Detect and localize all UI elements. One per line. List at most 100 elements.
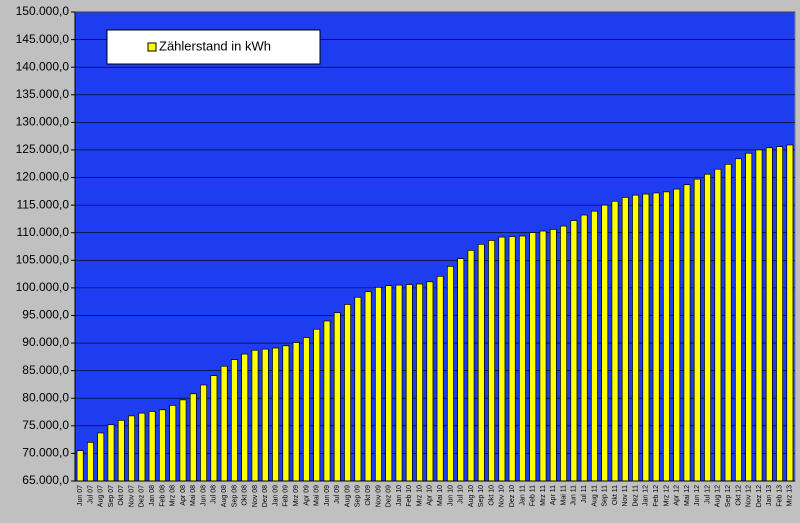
x-tick-label: Mai 12 bbox=[684, 485, 691, 506]
x-tick-label: Okt 08 bbox=[242, 485, 249, 506]
x-tick-label: Jun 10 bbox=[447, 485, 454, 506]
y-tick-label: 105.000,0 bbox=[16, 252, 70, 266]
x-tick-label: Mrz 10 bbox=[416, 485, 423, 507]
x-tick-label: Aug 11 bbox=[591, 485, 598, 507]
bar bbox=[426, 281, 434, 482]
bar bbox=[580, 214, 588, 482]
bar bbox=[200, 384, 208, 482]
bar bbox=[734, 158, 742, 482]
bar bbox=[673, 188, 681, 482]
bar bbox=[86, 442, 94, 482]
bar bbox=[261, 348, 269, 482]
bar bbox=[539, 230, 547, 482]
bar bbox=[642, 193, 650, 482]
x-tick-label: Aug 07 bbox=[98, 485, 105, 507]
x-tick-label: Apr 08 bbox=[180, 485, 187, 506]
bar bbox=[76, 450, 84, 482]
x-tick-label: Mrz 11 bbox=[540, 485, 547, 506]
x-tick-label: Sep 07 bbox=[108, 485, 115, 507]
x-tick-label: Apr 09 bbox=[303, 485, 310, 506]
x-tick-label: Jul 12 bbox=[704, 485, 711, 504]
bar bbox=[601, 204, 609, 482]
x-tick-label: Jan 09 bbox=[272, 485, 279, 506]
bar bbox=[128, 415, 136, 482]
bar bbox=[436, 275, 444, 482]
bar bbox=[518, 235, 526, 482]
bar bbox=[354, 296, 362, 482]
x-tick-label: Jul 08 bbox=[211, 485, 218, 504]
bar bbox=[385, 285, 393, 482]
x-tick-label: Mai 08 bbox=[190, 485, 197, 506]
y-tick-label: 125.000,0 bbox=[16, 142, 70, 156]
x-tick-label: Feb 10 bbox=[406, 485, 413, 507]
y-tick-label: 70.000,0 bbox=[22, 446, 69, 460]
bar bbox=[560, 225, 568, 482]
x-tick-label: Jun 12 bbox=[694, 485, 701, 506]
bar bbox=[117, 419, 125, 482]
x-tick-label: Okt 07 bbox=[118, 485, 125, 506]
x-tick-label: Aug 09 bbox=[344, 485, 351, 507]
bar bbox=[662, 191, 670, 482]
bar bbox=[714, 168, 722, 482]
bar bbox=[333, 312, 341, 482]
x-tick-label: Nov 12 bbox=[746, 485, 753, 507]
bar bbox=[364, 291, 372, 482]
bar bbox=[323, 320, 331, 482]
bar bbox=[611, 200, 619, 482]
x-tick-label: Okt 10 bbox=[488, 485, 495, 506]
bar bbox=[446, 266, 454, 482]
bar bbox=[220, 365, 228, 482]
y-tick-label: 95.000,0 bbox=[22, 308, 69, 322]
bar bbox=[621, 197, 629, 482]
bar bbox=[97, 432, 105, 482]
x-tick-label: Feb 08 bbox=[159, 485, 166, 507]
bar bbox=[724, 163, 732, 482]
bar bbox=[302, 337, 310, 482]
x-tick-label: Mrz 08 bbox=[170, 485, 177, 507]
y-tick-label: 130.000,0 bbox=[16, 115, 70, 129]
bar bbox=[138, 412, 146, 482]
y-tick-label: 115.000,0 bbox=[17, 197, 70, 211]
x-tick-label: Mrz 09 bbox=[293, 485, 300, 507]
x-tick-label: Jul 11 bbox=[581, 485, 588, 503]
x-tick-label: Feb 13 bbox=[776, 485, 783, 507]
x-tick-label: Aug 12 bbox=[715, 485, 722, 507]
bar bbox=[313, 328, 321, 482]
x-tick-label: Dez 12 bbox=[756, 485, 763, 507]
bar bbox=[755, 149, 763, 482]
x-tick-label: Dez 07 bbox=[139, 485, 146, 507]
bar bbox=[508, 236, 516, 482]
bar bbox=[344, 304, 352, 482]
bar bbox=[374, 286, 382, 482]
bar bbox=[148, 411, 156, 482]
x-tick-label: Mrz 13 bbox=[787, 485, 794, 507]
x-tick-label: Jan 08 bbox=[149, 485, 156, 506]
x-tick-label: Nov 11 bbox=[622, 485, 629, 507]
bar bbox=[498, 236, 506, 482]
x-tick-label: Nov 10 bbox=[499, 485, 506, 507]
bar bbox=[251, 349, 259, 482]
x-tick-label: Jan 10 bbox=[396, 485, 403, 506]
x-tick-label: Apr 12 bbox=[674, 485, 681, 506]
x-tick-label: Sep 10 bbox=[478, 485, 485, 507]
x-tick-label: Aug 10 bbox=[468, 485, 475, 507]
bar bbox=[704, 173, 712, 482]
y-tick-label: 135.000,0 bbox=[16, 87, 70, 101]
x-tick-label: Nov 07 bbox=[128, 485, 135, 507]
x-tick-label: Nov 08 bbox=[252, 485, 259, 507]
bar bbox=[395, 284, 403, 482]
x-tick-label: Sep 12 bbox=[725, 485, 732, 507]
x-tick-label: Sep 09 bbox=[355, 485, 362, 507]
x-tick-label: Jul 10 bbox=[458, 485, 465, 504]
x-tick-label: Okt 09 bbox=[365, 485, 372, 506]
y-tick-label: 90.000,0 bbox=[22, 335, 69, 349]
bar bbox=[549, 229, 557, 482]
x-tick-label: Jan 13 bbox=[766, 485, 773, 506]
bar bbox=[210, 375, 218, 482]
x-tick-label: Mai 09 bbox=[314, 485, 321, 506]
x-tick-label: Jul 09 bbox=[334, 485, 341, 504]
bar bbox=[765, 147, 773, 482]
legend-swatch bbox=[147, 42, 157, 52]
x-tick-label: Okt 12 bbox=[735, 485, 742, 506]
